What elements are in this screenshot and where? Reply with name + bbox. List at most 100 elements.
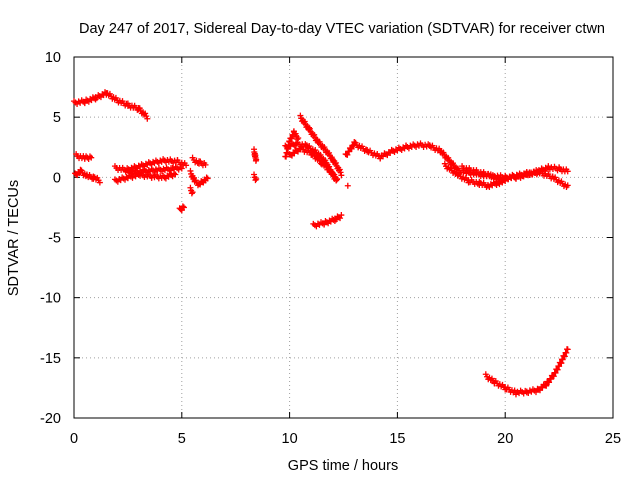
data-track bbox=[344, 182, 351, 189]
data-point bbox=[316, 138, 323, 145]
data-point bbox=[252, 177, 259, 184]
x-tick-label: 25 bbox=[605, 431, 621, 447]
data-track bbox=[124, 163, 185, 177]
data-point bbox=[440, 149, 447, 156]
data-track bbox=[187, 184, 196, 197]
data-point bbox=[187, 184, 194, 191]
data-track bbox=[73, 151, 95, 162]
grid bbox=[74, 57, 613, 418]
data-point bbox=[449, 160, 456, 167]
data-point bbox=[554, 366, 561, 373]
data-point bbox=[306, 125, 313, 132]
data-track bbox=[282, 128, 302, 160]
y-tick-label: -15 bbox=[40, 351, 61, 367]
data-point bbox=[563, 349, 570, 356]
data-point bbox=[337, 169, 344, 176]
x-axis-label: GPS time / hours bbox=[288, 458, 398, 474]
data-track bbox=[310, 212, 345, 230]
data-point bbox=[322, 161, 329, 168]
data-point bbox=[332, 159, 339, 166]
data-track bbox=[72, 166, 103, 186]
y-axis-label: SDTVAR / TECUs bbox=[6, 180, 22, 296]
data-track bbox=[482, 346, 571, 398]
data-point bbox=[311, 131, 318, 138]
data-point bbox=[291, 142, 298, 149]
y-tick-label: 10 bbox=[45, 50, 61, 66]
data-point bbox=[251, 171, 258, 178]
data-points bbox=[71, 89, 571, 398]
data-track bbox=[187, 167, 211, 189]
data-track bbox=[176, 203, 187, 214]
data-point bbox=[203, 174, 210, 181]
data-point bbox=[179, 203, 186, 210]
data-point bbox=[331, 171, 338, 178]
x-tick-label: 5 bbox=[178, 431, 186, 447]
data-track bbox=[71, 89, 151, 122]
data-point bbox=[172, 171, 179, 178]
data-point bbox=[180, 204, 187, 211]
data-point bbox=[183, 162, 190, 169]
y-tick-label: -10 bbox=[40, 291, 61, 307]
x-tick-label: 20 bbox=[497, 431, 513, 447]
x-tick-label: 10 bbox=[282, 431, 298, 447]
data-point bbox=[189, 189, 196, 196]
data-point bbox=[326, 149, 333, 156]
data-point bbox=[564, 168, 571, 175]
data-track bbox=[111, 156, 190, 175]
data-point bbox=[543, 382, 550, 389]
data-point bbox=[552, 369, 559, 376]
data-point bbox=[344, 151, 351, 158]
data-point bbox=[96, 179, 103, 186]
y-tick-label: -5 bbox=[48, 231, 61, 247]
data-point bbox=[445, 154, 452, 161]
data-point bbox=[204, 175, 211, 182]
data-point bbox=[556, 363, 563, 370]
chart-title: Day 247 of 2017, Sidereal Day-to-day VTE… bbox=[79, 21, 605, 37]
data-point bbox=[336, 166, 343, 173]
data-point bbox=[546, 379, 553, 386]
data-point bbox=[338, 212, 345, 219]
data-point bbox=[344, 182, 351, 189]
data-track bbox=[189, 154, 209, 169]
data-point bbox=[564, 346, 571, 353]
data-point bbox=[297, 112, 304, 119]
data-point bbox=[337, 215, 344, 222]
data-point bbox=[321, 144, 328, 151]
data-point bbox=[88, 154, 95, 161]
data-point bbox=[188, 190, 195, 197]
data-point bbox=[559, 356, 566, 363]
data-point bbox=[334, 175, 341, 182]
data-point bbox=[136, 105, 143, 112]
data-point bbox=[253, 175, 260, 182]
data-point bbox=[558, 360, 565, 367]
data-point bbox=[142, 110, 149, 117]
x-tick-label: 15 bbox=[389, 431, 405, 447]
data-point bbox=[564, 182, 571, 189]
data-point bbox=[253, 156, 260, 163]
data-track bbox=[286, 144, 341, 184]
data-point bbox=[561, 353, 568, 360]
data-point bbox=[333, 177, 340, 184]
data-point bbox=[301, 118, 308, 125]
data-track bbox=[251, 146, 260, 164]
data-point bbox=[187, 167, 194, 174]
y-tick-label: 0 bbox=[53, 170, 61, 186]
data-point bbox=[144, 115, 151, 122]
data-point bbox=[550, 373, 557, 380]
data-point bbox=[143, 113, 150, 120]
data-track bbox=[111, 170, 179, 185]
data-point bbox=[202, 161, 209, 168]
x-tick-label: 0 bbox=[70, 431, 78, 447]
data-track bbox=[459, 163, 571, 190]
data-point bbox=[317, 151, 324, 158]
data-point bbox=[348, 145, 355, 152]
y-tick-label: 5 bbox=[53, 110, 61, 126]
data-point bbox=[292, 130, 299, 137]
data-point bbox=[547, 376, 554, 383]
data-track bbox=[251, 171, 260, 184]
axis-ticks: 0 5 10 15 20 25 -20 -15 -10 -5 0 5 10 bbox=[40, 50, 621, 447]
data-point bbox=[178, 165, 185, 172]
y-tick-label: -20 bbox=[40, 411, 61, 427]
data-track bbox=[297, 112, 345, 179]
